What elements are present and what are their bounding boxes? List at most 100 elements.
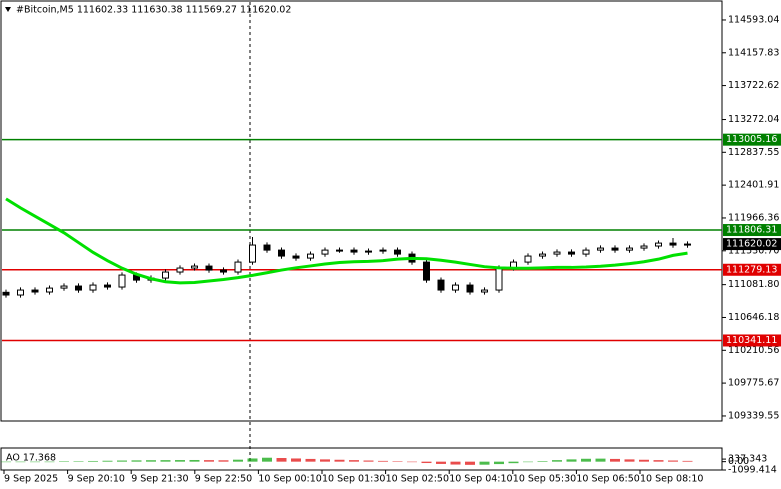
candle-body xyxy=(46,287,53,293)
y-tick-label: 112837.55 xyxy=(728,147,779,158)
candle-body xyxy=(495,267,503,291)
candle-body xyxy=(452,284,459,291)
candle-body xyxy=(205,265,213,271)
candle-body xyxy=(350,249,358,253)
candle-body xyxy=(321,249,329,255)
level-label: 113005.16 xyxy=(726,134,777,145)
ao-bar xyxy=(146,460,156,462)
ao-bar xyxy=(334,459,345,462)
candle-body xyxy=(336,249,343,252)
candle-body xyxy=(640,245,648,249)
candle-body xyxy=(162,271,169,279)
current-price: 111620.02 xyxy=(726,239,777,250)
y-tick-label: 111081.80 xyxy=(728,279,779,290)
ao-bar xyxy=(378,460,388,462)
candle-body xyxy=(118,274,126,288)
candle-body xyxy=(104,284,111,288)
y-tick-label: 114157.83 xyxy=(728,47,779,58)
candle-body xyxy=(31,289,39,293)
ao-bar xyxy=(349,460,359,462)
ao-label: AO 17.368 xyxy=(6,453,56,464)
y-tick-label: 111530.70 xyxy=(728,245,779,256)
ao-bar xyxy=(15,461,26,463)
candle-body xyxy=(365,250,372,253)
level-label: 111279.13 xyxy=(726,264,777,275)
ao-bar xyxy=(247,458,258,462)
candle-body xyxy=(466,284,474,293)
y-tick-label: 114593.04 xyxy=(728,14,779,25)
ao-bar xyxy=(610,458,620,462)
level-tag xyxy=(723,224,781,237)
candle-body xyxy=(655,242,662,247)
candle-body xyxy=(539,253,546,257)
candle-body xyxy=(176,267,184,273)
candle-body xyxy=(524,255,532,263)
x-tick-label: 10 Sep 04:10 xyxy=(449,474,512,485)
ao-bar xyxy=(624,459,635,462)
candle-body xyxy=(220,269,227,273)
x-tick-label: 9 Sep 21:30 xyxy=(131,474,188,485)
ao-bar xyxy=(160,460,171,462)
y2-tick-label: 337.343 xyxy=(728,454,767,465)
ao-bar xyxy=(363,460,374,462)
chart-title: #Bitcoin,M5 111602.33 111630.38 111569.2… xyxy=(16,5,291,16)
ao-bar xyxy=(508,461,519,464)
candle-body xyxy=(437,279,445,291)
ao-bar xyxy=(233,459,243,462)
x-tick-label: 10 Sep 01:30 xyxy=(322,474,385,485)
candle-body xyxy=(263,244,271,251)
candle-body xyxy=(582,249,590,255)
ao-bar xyxy=(465,461,475,465)
ao-bar xyxy=(566,459,577,462)
candle-body xyxy=(611,247,619,251)
x-tick-label: 10 Sep 06:50 xyxy=(576,474,639,485)
x-tick-label: 9 Sep 22:50 xyxy=(195,474,252,485)
ao-bar xyxy=(175,460,185,462)
ao-bar xyxy=(552,460,562,462)
y-tick-label: 110210.56 xyxy=(728,345,779,356)
ao-bar xyxy=(131,460,142,462)
ao-bar xyxy=(88,460,98,462)
x-tick-label: 10 Sep 02:50 xyxy=(386,474,449,485)
ao-bar xyxy=(639,459,649,462)
candle-body xyxy=(292,255,300,259)
ao-bar xyxy=(392,461,403,462)
candle-body xyxy=(553,251,561,255)
candle-body xyxy=(17,289,24,296)
x-tick-label: 10 Sep 05:30 xyxy=(513,474,576,485)
candle-body xyxy=(89,284,97,291)
ao-bar xyxy=(44,461,55,463)
ao-bar xyxy=(30,461,40,463)
menu-icon xyxy=(5,7,11,12)
candle-body xyxy=(481,289,488,293)
ao-bar xyxy=(189,459,200,462)
candle-body xyxy=(423,261,430,281)
candle-body xyxy=(75,285,82,291)
candle-body xyxy=(379,249,387,252)
candle-body xyxy=(191,265,198,269)
y-tick-label: 111966.36 xyxy=(728,212,779,223)
ao-bar xyxy=(450,461,461,465)
level-label: 110341.11 xyxy=(726,335,777,346)
candle-body xyxy=(278,249,285,257)
x-tick-label: 9 Sep 20:10 xyxy=(68,474,125,485)
y-tick-label: 113722.62 xyxy=(728,80,779,91)
ao-bar xyxy=(494,461,504,465)
ao-bar xyxy=(102,460,113,462)
ao-bar xyxy=(59,461,69,462)
ao-bar xyxy=(305,458,316,462)
moving-average xyxy=(5,197,688,285)
ao-bar xyxy=(653,460,664,462)
candle-body xyxy=(249,244,256,263)
level-tag xyxy=(723,133,781,146)
level-tag xyxy=(723,334,781,347)
ao-bar xyxy=(421,461,432,464)
candle-body xyxy=(626,247,633,251)
ao-bar xyxy=(436,461,446,464)
ao-bar xyxy=(668,460,678,462)
ao-bar xyxy=(73,461,84,462)
y-tick-label: 112401.91 xyxy=(728,180,779,191)
candle-body xyxy=(669,242,677,246)
